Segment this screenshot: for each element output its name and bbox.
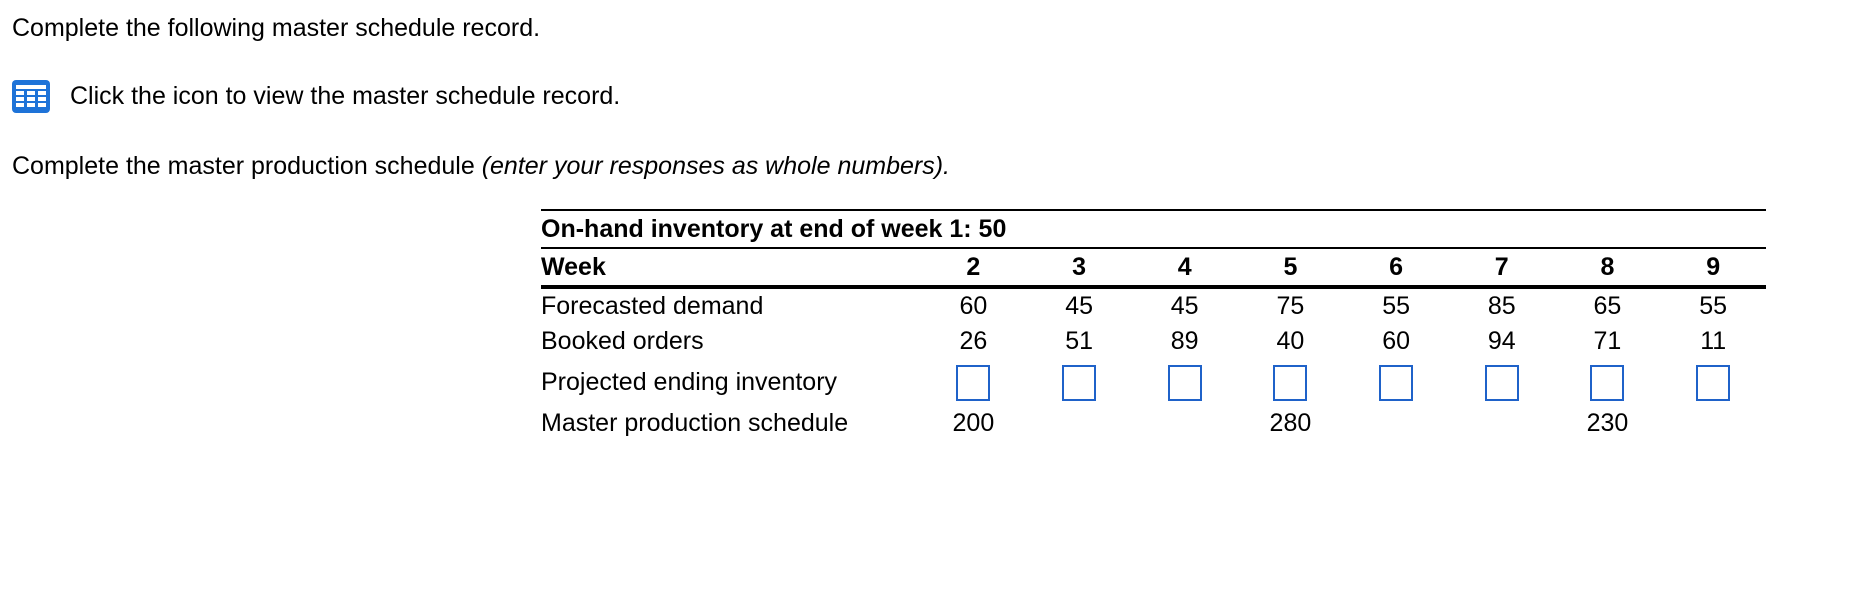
inventory-cell	[1449, 359, 1555, 406]
forecast-cell: 55	[1382, 292, 1411, 320]
week-header: 5	[1237, 248, 1344, 289]
booked-cell: 26	[959, 327, 988, 355]
inventory-input-week-2[interactable]	[956, 364, 991, 401]
booked-cell: 11	[1700, 327, 1727, 355]
mps-cell	[1449, 406, 1555, 441]
mps-cell: 280	[1269, 409, 1312, 437]
booked-cell: 89	[1170, 327, 1199, 355]
week-header: 2	[920, 248, 1027, 289]
instruction-italic: (enter your responses as whole numbers).	[481, 152, 950, 180]
mps-cell	[1343, 406, 1449, 441]
inventory-cell	[1660, 359, 1766, 406]
week-header: 8	[1554, 248, 1661, 289]
booked-cell: 94	[1487, 327, 1516, 355]
week-header: 4	[1131, 248, 1238, 289]
booked-cell: 51	[1065, 327, 1093, 355]
master-production-schedule-row: Master production schedule 200 280 230	[541, 406, 1766, 441]
mps-cell	[1660, 406, 1766, 441]
instruction-text: Complete the master production schedule …	[12, 152, 950, 181]
table-grid-icon-graphic	[16, 85, 46, 107]
forecast-cell: 45	[1170, 292, 1199, 320]
booked-cell: 71	[1593, 327, 1622, 355]
table-grid-icon[interactable]	[12, 80, 50, 113]
mps-cell	[1132, 406, 1238, 441]
forecast-cell: 85	[1487, 292, 1516, 320]
inventory-input-week-8[interactable]	[1590, 364, 1625, 401]
inventory-input-week-6[interactable]	[1379, 364, 1414, 401]
inventory-cell	[1132, 359, 1238, 406]
inventory-cell	[1026, 359, 1132, 406]
inventory-cell	[920, 359, 1026, 406]
projected-ending-inventory-row: Projected ending inventory	[541, 359, 1766, 406]
week-header-row: Week 2 3 4 5 6 7 8 9	[541, 248, 1766, 289]
row-label: Forecasted demand	[541, 292, 764, 320]
instruction-main: Complete the master production schedule	[12, 152, 482, 180]
forecast-cell: 75	[1276, 292, 1305, 320]
inventory-cell	[1343, 359, 1449, 406]
week-header: 7	[1448, 248, 1555, 289]
week-header: 6	[1343, 248, 1449, 289]
week-header-label: Week	[541, 248, 921, 289]
inventory-input-week-7[interactable]	[1484, 364, 1519, 401]
week-header: 3	[1026, 248, 1132, 289]
row-label: Master production schedule	[541, 409, 849, 437]
inventory-input-week-4[interactable]	[1167, 364, 1202, 401]
mps-cell: 230	[1586, 409, 1629, 437]
mps-cell	[1026, 406, 1132, 441]
inventory-cell	[1555, 359, 1661, 406]
master-schedule-table: On-hand inventory at end of week 1: 50 W…	[541, 209, 1766, 441]
week-header: 9	[1660, 248, 1766, 289]
inventory-input-week-5[interactable]	[1273, 364, 1308, 401]
row-label: Booked orders	[541, 327, 704, 355]
view-record-row: Click the icon to view the master schedu…	[12, 80, 620, 113]
on-hand-inventory-caption: On-hand inventory at end of week 1: 50	[541, 209, 1766, 249]
booked-orders-row: Booked orders 26 51 89 40 60 94 71 11	[541, 324, 1766, 359]
booked-cell: 60	[1382, 327, 1411, 355]
intro-text: Complete the following master schedule r…	[12, 14, 541, 42]
inventory-cell	[1237, 359, 1343, 406]
inventory-input-week-3[interactable]	[1062, 364, 1097, 401]
inventory-input-week-9[interactable]	[1696, 364, 1731, 401]
table-caption-row: On-hand inventory at end of week 1: 50	[541, 209, 1766, 249]
mps-cell: 200	[952, 409, 995, 437]
forecast-cell: 45	[1065, 292, 1093, 320]
row-label: Projected ending inventory	[541, 368, 838, 396]
forecast-cell: 55	[1699, 292, 1728, 320]
forecasted-demand-row: Forecasted demand 60 45 45 75 55 85 65 5…	[541, 287, 1766, 324]
view-record-text: Click the icon to view the master schedu…	[70, 82, 621, 110]
forecast-cell: 60	[959, 292, 988, 320]
booked-cell: 40	[1276, 327, 1305, 355]
forecast-cell: 65	[1593, 292, 1622, 320]
